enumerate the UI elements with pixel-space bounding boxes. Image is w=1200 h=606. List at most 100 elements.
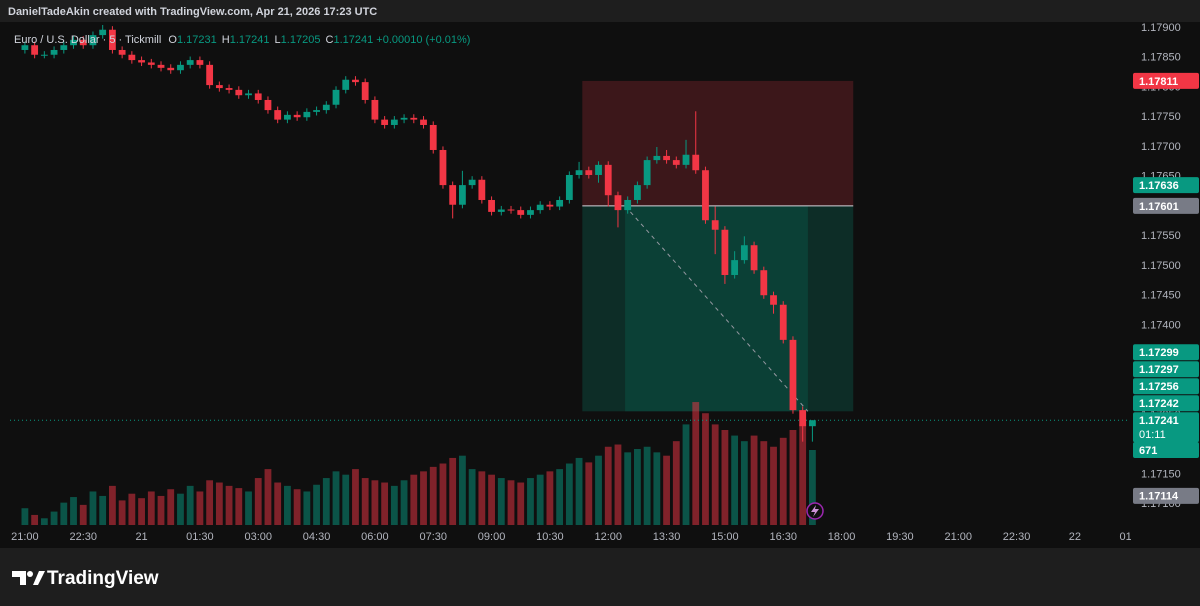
x-tick-label: 10:30: [536, 531, 564, 543]
alert-icon: [806, 502, 824, 520]
volume-bar: [692, 402, 700, 525]
y-tick-label: 1.17500: [1141, 260, 1181, 272]
candle-body: [31, 45, 39, 55]
volume-bar: [604, 446, 612, 525]
price-label-box: [1133, 72, 1199, 89]
price-label-box: [1133, 361, 1199, 378]
volume-bar: [332, 471, 340, 525]
candle-body: [371, 99, 379, 120]
candle-body: [682, 154, 690, 165]
candle-body: [60, 45, 68, 50]
candle-body: [264, 99, 272, 111]
trade-path: [624, 205, 809, 412]
candle-body: [177, 64, 184, 71]
price-label: 1.17114: [1139, 491, 1179, 503]
volume-bar: [721, 429, 729, 525]
price-label-box: [1133, 412, 1199, 443]
volume-bar: [565, 463, 573, 525]
volume-bar: [750, 435, 758, 525]
volume-bar: [206, 480, 214, 525]
candle-body: [449, 185, 457, 205]
volume-bar: [177, 493, 184, 525]
candle-body: [478, 179, 486, 200]
price-axis-labels: 1.171001.171501.172001.172501.173001.173…: [1133, 22, 1199, 510]
candle-body: [507, 209, 515, 211]
volume-bar: [527, 478, 534, 525]
volume-bar: [809, 449, 816, 525]
volume-bar: [225, 485, 233, 525]
volume-bar: [760, 441, 768, 525]
price-label: 1.17297: [1139, 364, 1179, 376]
y-tick-label: 1.17150: [1141, 468, 1181, 480]
x-tick-label: 21:00: [11, 531, 39, 543]
ohlc-letter: H: [222, 34, 230, 46]
volume-bar: [439, 463, 447, 525]
candle-body: [342, 79, 350, 90]
volume-bar: [40, 518, 48, 525]
candle-body: [284, 114, 291, 120]
candle-body: [663, 155, 670, 161]
candle-body: [750, 245, 758, 271]
volume-bar: [468, 469, 476, 525]
y-tick-label: 1.17850: [1141, 52, 1181, 64]
volume-bar: [50, 511, 58, 525]
candle-body: [575, 170, 583, 175]
price-label-box: [1133, 197, 1199, 214]
volume-bar: [303, 491, 311, 525]
volume-bar: [663, 455, 670, 525]
candle-body: [653, 155, 661, 161]
candle-body: [595, 164, 602, 175]
price-label-box: [1133, 487, 1199, 504]
candle-layer: [10, 24, 1130, 442]
volume-bar: [274, 482, 282, 525]
x-tick-label: 06:00: [361, 531, 389, 543]
candle-body: [799, 410, 807, 427]
candle-body: [313, 110, 320, 112]
candle-body: [381, 119, 389, 125]
candle-body: [468, 179, 476, 186]
candle-body: [245, 93, 252, 96]
x-tick-label: 15:00: [711, 531, 739, 543]
position-layer: [582, 80, 854, 412]
candle-body: [225, 88, 233, 90]
y-tick-label: 1.17700: [1141, 141, 1181, 153]
x-tick-label: 19:30: [886, 531, 914, 543]
volume-bar: [575, 457, 583, 525]
top-strip: [0, 0, 1200, 22]
volume-layer: [21, 402, 816, 525]
change: +0.00010 (+0.01%): [376, 34, 470, 46]
candle-body: [79, 39, 87, 46]
x-tick-label: 18:00: [828, 531, 856, 543]
candle-body: [721, 229, 729, 275]
candle-body: [439, 149, 447, 186]
volume-bar: [352, 469, 359, 525]
ohlc-letter: C: [326, 34, 334, 46]
volume-bar: [799, 424, 807, 525]
target-zone: [582, 205, 854, 412]
price-label-box: [1133, 177, 1199, 194]
volume-bar: [118, 500, 126, 525]
candle-body: [40, 54, 48, 56]
volume-bar: [536, 474, 544, 525]
x-tick-label: 09:00: [478, 531, 506, 543]
volume-bar: [196, 491, 204, 525]
candle-body: [99, 29, 107, 36]
volume-bar: [740, 441, 748, 525]
volume-bar: [215, 482, 223, 525]
volume-bar: [770, 446, 777, 525]
logo: [12, 571, 45, 585]
volume-bar: [254, 478, 262, 525]
candle-body: [274, 110, 282, 120]
volume-bar: [653, 452, 661, 525]
candle-body: [711, 220, 719, 230]
candle-body: [50, 49, 58, 55]
attribution: DanielTadeAkin created with TradingView.…: [8, 6, 377, 18]
volume-bar: [711, 424, 719, 525]
ohlc-value: 1.17241: [230, 34, 270, 46]
y-tick-label: 1.17550: [1141, 230, 1181, 242]
candle-body: [692, 154, 700, 171]
logo-text: TradingView: [47, 568, 159, 589]
x-tick-label: 22:30: [69, 531, 97, 543]
volume-bar: [731, 435, 739, 525]
